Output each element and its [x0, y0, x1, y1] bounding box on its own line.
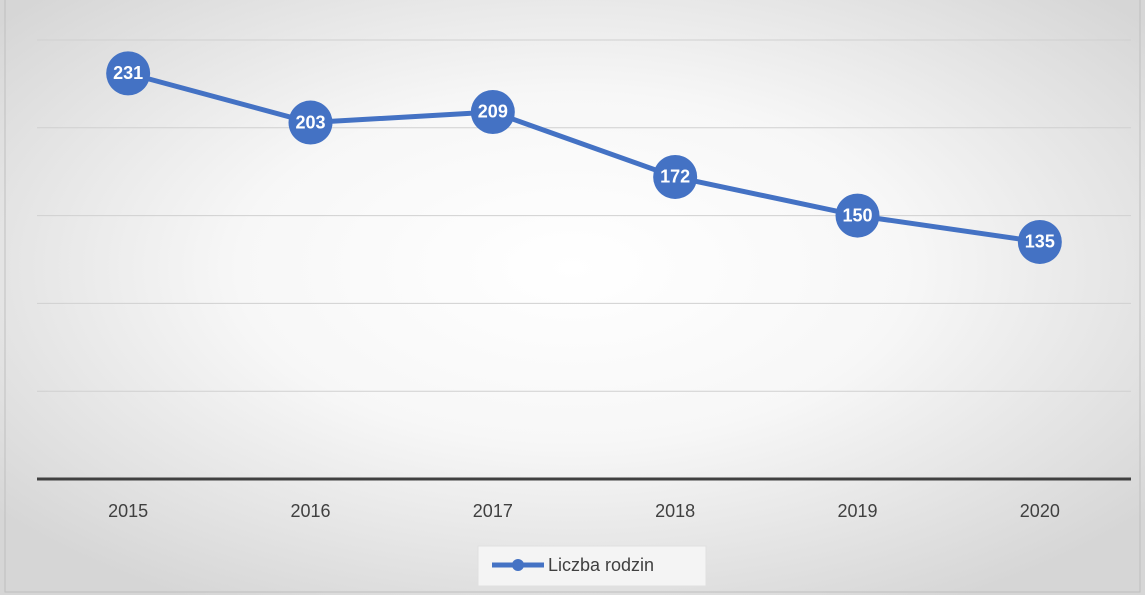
data-marker: [653, 154, 698, 199]
legend-box: [477, 545, 707, 587]
x-tick-label: 2015: [108, 501, 148, 521]
data-line: [127, 70, 1041, 245]
x-tick-label: 2016: [290, 501, 330, 521]
data-marker: [1017, 219, 1062, 264]
legend-marker: [512, 559, 524, 571]
data-label: 203: [295, 112, 325, 132]
data-label: 150: [842, 205, 872, 225]
chart-border: [4, 0, 1141, 593]
x-tick-label: 2019: [837, 501, 877, 521]
x-tick-label: 2020: [1020, 501, 1060, 521]
data-marker: [835, 193, 880, 238]
data-label: 231: [113, 63, 143, 83]
data-marker: [470, 89, 515, 134]
x-tick-label: 2018: [655, 501, 695, 521]
data-label: 172: [660, 167, 690, 187]
legend-label: Liczba rodzin: [548, 555, 654, 575]
x-tick-label: 2017: [473, 501, 513, 521]
data-label: 209: [478, 102, 508, 122]
data-marker: [288, 100, 333, 145]
data-marker: [106, 51, 151, 96]
data-label: 135: [1025, 232, 1055, 252]
